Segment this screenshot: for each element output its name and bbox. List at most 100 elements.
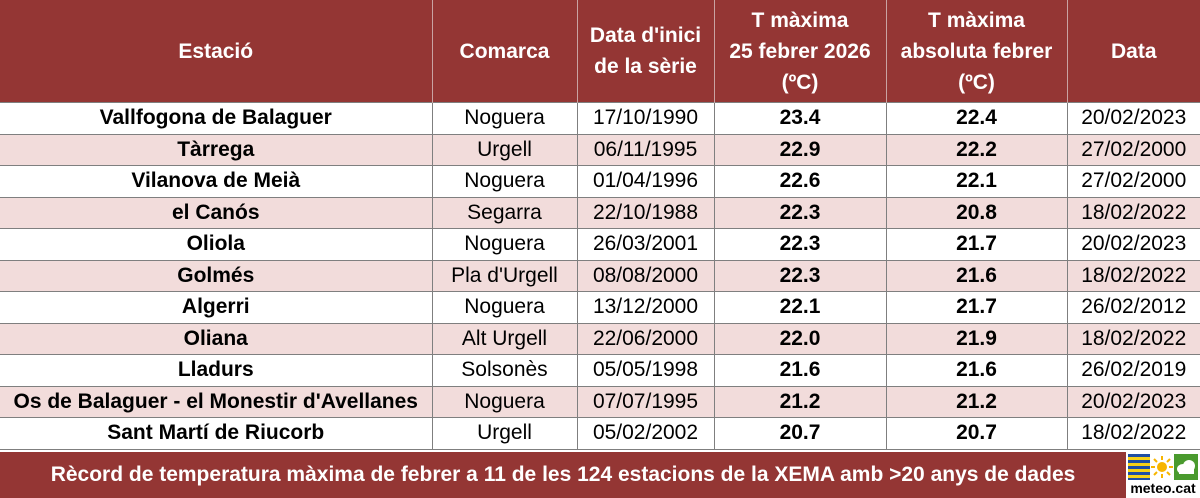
header-tabs-line1: T màxima (928, 8, 1025, 32)
header-tmax-line2: 25 febrer 2026 (729, 39, 871, 63)
cell-tabs: 21.6 (885, 354, 1068, 387)
cell-county: Noguera (431, 228, 578, 261)
cell-start-date: 26/03/2001 (576, 228, 715, 261)
meteocat-logo: meteo.cat (1126, 452, 1200, 498)
cell-tabs: 22.1 (885, 165, 1068, 198)
table-row: Oliola Noguera 26/03/2001 22.3 21.7 20/0… (0, 228, 1200, 261)
header-county: Comarca (432, 0, 578, 103)
header-tmax-line3: (ºC) (781, 70, 819, 94)
cell-county: Pla d'Urgell (431, 259, 578, 292)
cell-county: Urgell (431, 133, 578, 166)
cell-tmax: 21.6 (713, 354, 887, 387)
cell-start-date: 07/07/1995 (576, 385, 715, 418)
cell-tmax: 23.4 (713, 102, 887, 135)
cell-tmax: 22.0 (713, 322, 887, 355)
cell-county: Noguera (431, 102, 578, 135)
header-tmax-line1: T màxima (751, 8, 849, 32)
cell-date: 26/02/2012 (1066, 291, 1200, 324)
cell-tabs: 21.9 (885, 322, 1068, 355)
cell-date: 26/02/2019 (1066, 354, 1200, 387)
header-tabs: T màxima absoluta febrer (ºC) (886, 0, 1068, 103)
cell-county: Noguera (431, 291, 578, 324)
cell-tmax: 22.1 (713, 291, 887, 324)
cell-station: el Canós (0, 196, 433, 229)
cell-tmax: 22.3 (713, 196, 887, 229)
cell-county: Segarra (431, 196, 578, 229)
cell-station: Vilanova de Meià (0, 165, 433, 198)
cell-tabs: 21.7 (885, 228, 1068, 261)
cell-date: 18/02/2022 (1066, 259, 1200, 292)
cell-tabs: 22.2 (885, 133, 1068, 166)
header-tmax: T màxima 25 febrer 2026 (ºC) (714, 0, 887, 103)
cell-tabs: 21.6 (885, 259, 1068, 292)
cell-date: 27/02/2000 (1066, 165, 1200, 198)
header-tabs-line2: absoluta febrer (900, 39, 1053, 63)
cell-start-date: 08/08/2000 (576, 259, 715, 292)
cell-tabs: 20.8 (885, 196, 1068, 229)
cell-start-date: 05/05/1998 (576, 354, 715, 387)
cell-station: Algerri (0, 291, 433, 324)
sun-icon (1150, 454, 1174, 480)
cell-tabs: 20.7 (885, 417, 1068, 450)
header-start-line1: Data d'inici (589, 24, 702, 47)
cell-tabs: 21.2 (885, 385, 1068, 418)
cell-tabs: 21.7 (885, 291, 1068, 324)
cell-county: Noguera (431, 165, 578, 198)
cell-start-date: 13/12/2000 (576, 291, 715, 324)
cell-county: Urgell (431, 417, 578, 450)
cell-date: 20/02/2023 (1066, 102, 1200, 135)
table-row: Sant Martí de Riucorb Urgell 05/02/2002 … (0, 417, 1200, 450)
cell-tabs: 22.4 (885, 102, 1068, 135)
flag-icon (1128, 454, 1150, 480)
header-date: Data (1067, 0, 1200, 103)
cell-date: 18/02/2022 (1066, 322, 1200, 355)
header-station: Estació (0, 0, 433, 103)
cell-start-date: 05/02/2002 (576, 417, 715, 450)
cell-station: Sant Martí de Riucorb (0, 417, 433, 450)
cell-station: Vallfogona de Balaguer (0, 102, 433, 135)
cell-date: 18/02/2022 (1066, 417, 1200, 450)
cell-start-date: 06/11/1995 (576, 133, 715, 166)
table-row: Golmés Pla d'Urgell 08/08/2000 22.3 21.6… (0, 259, 1200, 292)
cell-tmax: 20.7 (713, 417, 887, 450)
cell-date: 27/02/2000 (1066, 133, 1200, 166)
cell-county: Noguera (431, 385, 578, 418)
cell-station: Lladurs (0, 354, 433, 387)
footer-caption: Rècord de temperatura màxima de febrer a… (0, 452, 1126, 498)
table-row: Vallfogona de Balaguer Noguera 17/10/199… (0, 102, 1200, 135)
logo-icons (1128, 454, 1198, 480)
cell-tmax: 22.3 (713, 228, 887, 261)
cell-county: Alt Urgell (431, 322, 578, 355)
records-table: Estació Comarca Data d'inici de la sèrie… (0, 0, 1200, 450)
cell-station: Os de Balaguer - el Monestir d'Avellanes (0, 385, 433, 418)
table-row: Tàrrega Urgell 06/11/1995 22.9 22.2 27/0… (0, 133, 1200, 166)
cell-tmax: 22.3 (713, 259, 887, 292)
cell-start-date: 01/04/1996 (576, 165, 715, 198)
cell-station: Oliola (0, 228, 433, 261)
cell-date: 20/02/2023 (1066, 228, 1200, 261)
cloud-icon (1174, 454, 1198, 480)
cell-tmax: 22.9 (713, 133, 887, 166)
cell-station: Oliana (0, 322, 433, 355)
cell-station: Tàrrega (0, 133, 433, 166)
table-row: Algerri Noguera 13/12/2000 22.1 21.7 26/… (0, 291, 1200, 324)
table-row: el Canós Segarra 22/10/1988 22.3 20.8 18… (0, 196, 1200, 229)
cell-start-date: 17/10/1990 (576, 102, 715, 135)
cell-tmax: 22.6 (713, 165, 887, 198)
header-start-date: Data d'inici de la sèrie (577, 0, 715, 103)
header-start-line2: de la sèrie (594, 55, 697, 78)
cell-date: 20/02/2023 (1066, 385, 1200, 418)
header-tabs-line3: (ºC) (958, 70, 995, 94)
cell-county: Solsonès (431, 354, 578, 387)
cell-start-date: 22/06/2000 (576, 322, 715, 355)
logo-text: meteo.cat (1130, 480, 1196, 496)
table-row: Oliana Alt Urgell 22/06/2000 22.0 21.9 1… (0, 322, 1200, 355)
cell-date: 18/02/2022 (1066, 196, 1200, 229)
table-row: Lladurs Solsonès 05/05/1998 21.6 21.6 26… (0, 354, 1200, 387)
cell-start-date: 22/10/1988 (576, 196, 715, 229)
table-row: Os de Balaguer - el Monestir d'Avellanes… (0, 385, 1200, 418)
table-header-row: Estació Comarca Data d'inici de la sèrie… (0, 0, 1200, 103)
cell-station: Golmés (0, 259, 433, 292)
cell-tmax: 21.2 (713, 385, 887, 418)
